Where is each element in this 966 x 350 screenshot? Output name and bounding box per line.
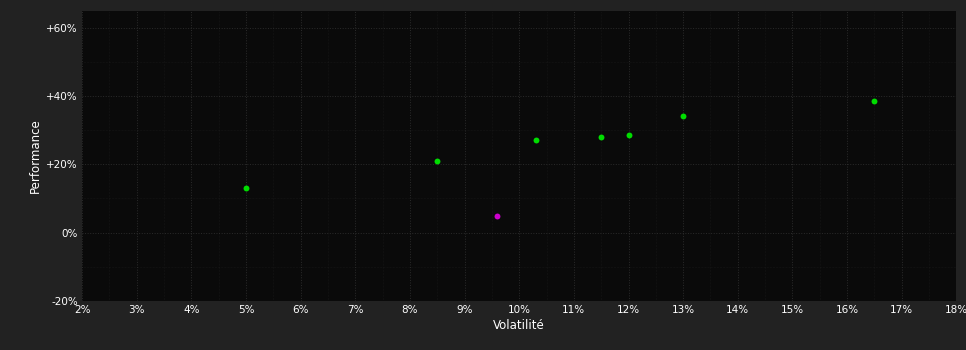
Y-axis label: Performance: Performance: [29, 118, 43, 193]
Point: [593, 134, 609, 140]
Point: [430, 158, 445, 164]
Point: [621, 132, 637, 138]
Point: [675, 114, 691, 119]
Point: [867, 98, 882, 104]
Point: [239, 186, 254, 191]
X-axis label: Volatilité: Volatilité: [494, 319, 545, 332]
Point: [490, 213, 505, 218]
Point: [527, 138, 543, 143]
